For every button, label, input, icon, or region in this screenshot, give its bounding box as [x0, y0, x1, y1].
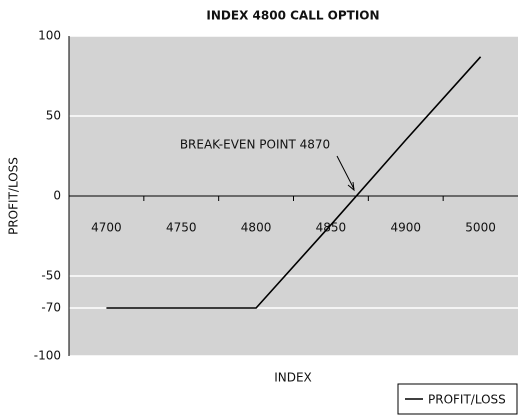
- x-tick-label: 4700: [91, 221, 122, 235]
- x-tick-label: 4800: [241, 221, 272, 235]
- y-tick-label: -100: [34, 349, 61, 363]
- x-tick-label: 4850: [316, 221, 347, 235]
- y-tick-label: 50: [46, 109, 61, 123]
- annotation: BREAK-EVEN POINT 4870: [180, 138, 330, 152]
- arrow-head: [347, 181, 355, 192]
- x-tick-label: 5000: [465, 221, 496, 235]
- x-axis-label: INDEX: [274, 371, 312, 385]
- x-tick-label: 4900: [390, 221, 421, 235]
- annotation-arrow: [336, 155, 355, 190]
- y-tick-label: 0: [53, 189, 61, 203]
- x-tick-label: 4750: [166, 221, 197, 235]
- y-tick-label: -70: [41, 301, 61, 315]
- legend-label: PROFIT/LOSS: [428, 393, 506, 407]
- y-tick-label: 100: [38, 29, 61, 43]
- y-axis-label: PROFIT/LOSS: [7, 157, 21, 235]
- chart-title: INDEX 4800 CALL OPTION: [206, 9, 379, 23]
- data-line: [106, 56, 482, 309]
- y-tick-label: -50: [41, 269, 61, 283]
